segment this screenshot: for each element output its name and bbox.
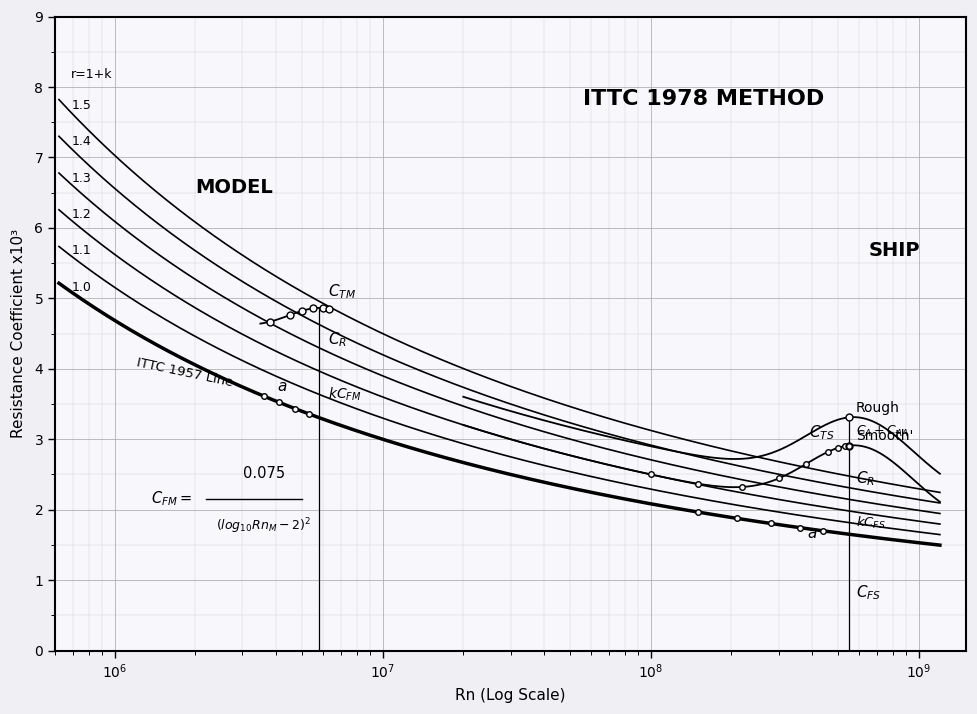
Text: $C_{FS}$: $C_{FS}$	[856, 583, 881, 602]
Text: Smooth': Smooth'	[856, 428, 913, 443]
Text: $C_A+C_{AA}$: $C_A+C_{AA}$	[856, 424, 909, 439]
Text: a: a	[276, 378, 286, 393]
Text: ITTC 1978 METHOD: ITTC 1978 METHOD	[583, 89, 825, 109]
Text: $kC_{FS}$: $kC_{FS}$	[856, 515, 886, 531]
Text: 1.2: 1.2	[71, 208, 91, 221]
Text: Rough: Rough	[856, 401, 900, 415]
Text: $C_{TM}$: $C_{TM}$	[328, 282, 357, 301]
Text: $C_{FM}=$: $C_{FM}=$	[150, 490, 191, 508]
Text: $C_R$: $C_R$	[856, 469, 875, 488]
Text: 0.075: 0.075	[242, 466, 284, 481]
Text: 1.3: 1.3	[71, 171, 91, 185]
Text: $C_R$: $C_R$	[328, 330, 347, 349]
Text: $C_{TS}$: $C_{TS}$	[809, 423, 834, 442]
Y-axis label: Resistance Coefficient x10³: Resistance Coefficient x10³	[11, 229, 26, 438]
Text: 1.4: 1.4	[71, 136, 91, 149]
Text: 1.0: 1.0	[71, 281, 91, 293]
X-axis label: Rn (Log Scale): Rn (Log Scale)	[455, 688, 566, 703]
Text: ITTC 1957 Line: ITTC 1957 Line	[136, 356, 234, 389]
Text: $kC_{FM}$: $kC_{FM}$	[328, 386, 361, 403]
Text: r=1+k: r=1+k	[71, 68, 112, 81]
Text: $(log_{10}Rn_M - 2)^2$: $(log_{10}Rn_M - 2)^2$	[216, 517, 311, 536]
Text: 1.5: 1.5	[71, 99, 91, 112]
Text: SHIP: SHIP	[869, 241, 920, 260]
Text: 1.1: 1.1	[71, 244, 91, 257]
Text: MODEL: MODEL	[195, 178, 273, 196]
Text: a: a	[807, 526, 817, 541]
